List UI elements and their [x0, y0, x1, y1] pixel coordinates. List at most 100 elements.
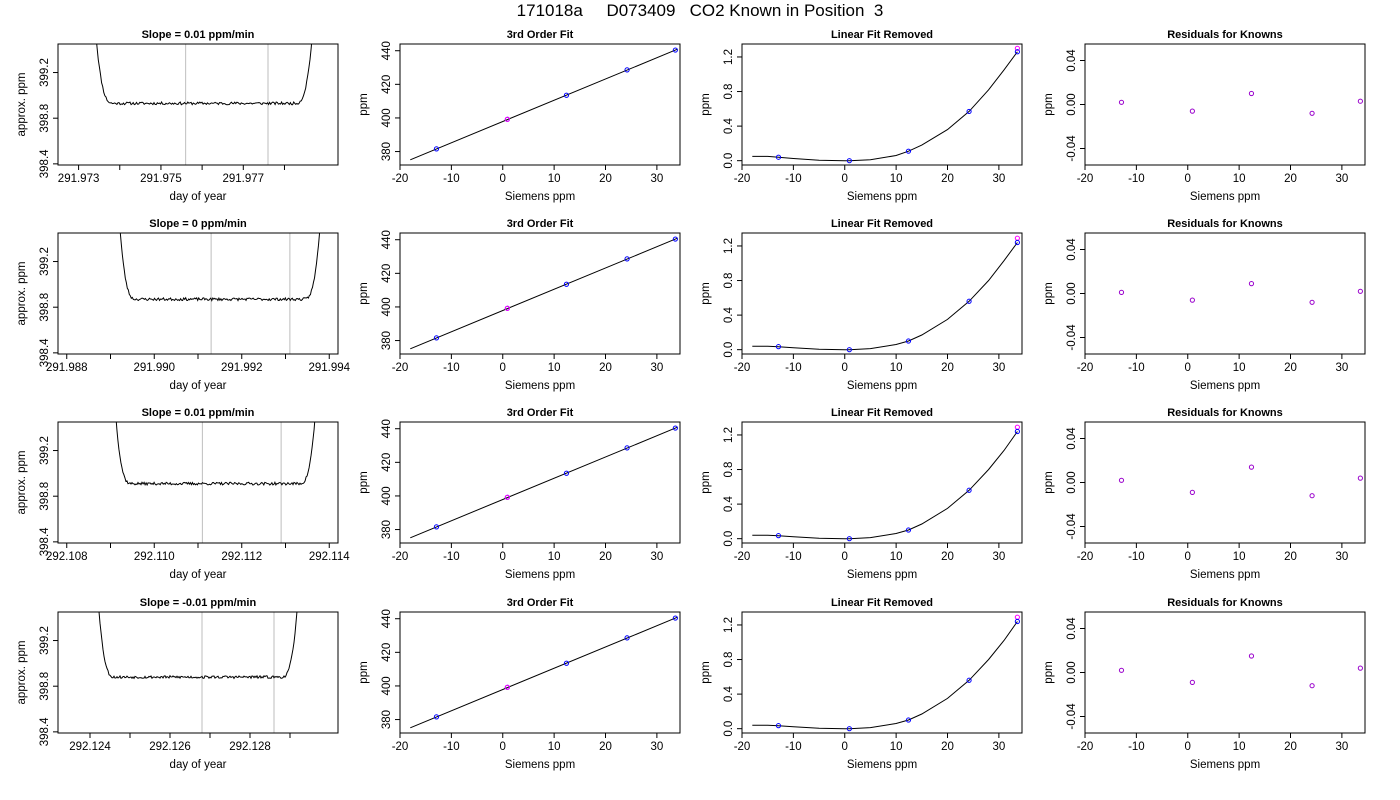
panel-title: Residuals for Knowns — [1167, 29, 1283, 41]
y-axis-label: approx. ppm — [16, 73, 28, 137]
y-tick-label: 0.4 — [723, 118, 735, 135]
x-tick-label: 10 — [890, 741, 903, 753]
x-tick-label: -10 — [785, 551, 802, 563]
data-point — [905, 148, 912, 154]
x-axis-label: Siemens ppm — [505, 759, 575, 771]
y-tick-label: 420 — [381, 643, 393, 662]
plot-frame — [399, 611, 681, 734]
data-point — [563, 660, 570, 666]
y-axis-label: approx. ppm — [16, 451, 28, 515]
x-tick-label: -10 — [443, 173, 460, 185]
panel-r1-c2: 3rd Order Fit -20 -10 0 10 20 30 Siemens ppm 380… — [358, 29, 681, 203]
x-tick-label: -20 — [1077, 362, 1094, 374]
y-tick-label: 0.8 — [723, 84, 735, 100]
plot-frame — [741, 611, 1023, 734]
x-tick-label: 292.114 — [309, 551, 350, 563]
x-tick-label: 292.112 — [221, 551, 262, 563]
y-tick-label: 398.8 — [39, 672, 51, 701]
x-tick-label: 291.973 — [58, 173, 100, 185]
x-tick-label: 0 — [1185, 741, 1191, 753]
plot-frame — [57, 232, 339, 355]
panel-r4-c4: Residuals for Knowns -20 -10 0 10 20 30 Siemens… — [1043, 597, 1366, 771]
y-tick-label: 1.2 — [723, 427, 735, 443]
data-point — [846, 726, 852, 732]
residual-point — [1357, 288, 1363, 294]
plot-frame — [741, 421, 1023, 544]
y-tick-label: 440 — [381, 41, 393, 60]
residual-point — [1309, 493, 1315, 499]
x-tick-label: 292.124 — [69, 741, 111, 753]
x-tick-label: 0 — [842, 551, 848, 563]
residual-point — [1248, 653, 1255, 659]
y-axis-label: ppm — [358, 93, 370, 115]
x-tick-label: 30 — [1335, 362, 1348, 374]
x-tick-label: 291.977 — [223, 173, 265, 185]
data-point — [672, 236, 678, 242]
x-tick-label: 20 — [599, 362, 612, 374]
y-tick-label: 0.00 — [1066, 93, 1078, 115]
y-tick-label: -0.04 — [1066, 703, 1078, 730]
residual-point — [1189, 489, 1195, 495]
plot-frame — [399, 43, 681, 166]
data-point — [563, 470, 570, 476]
panel-title: Slope = -0.01 ppm/min — [140, 597, 257, 609]
data-point — [563, 92, 570, 98]
panel-title: Linear Fit Removed — [831, 597, 933, 609]
panel-title: Linear Fit Removed — [831, 407, 933, 419]
data-point — [1014, 49, 1020, 55]
residual-point — [1189, 297, 1195, 303]
concentration-trace — [119, 233, 321, 302]
panel-r3-c4: Residuals for Knowns -20 -10 0 10 20 30 Siemens… — [1043, 407, 1366, 581]
y-tick-label: 399.2 — [39, 436, 51, 465]
residual-point — [1189, 679, 1195, 686]
data-point-overlay — [504, 116, 510, 122]
data-point — [846, 158, 852, 164]
y-tick-label: 400 — [381, 486, 393, 505]
x-axis-label: Siemens ppm — [1190, 191, 1260, 203]
x-axis-label: day of year — [170, 380, 227, 392]
residual-point — [1118, 99, 1125, 105]
x-tick-label: 10 — [1233, 173, 1246, 185]
x-tick-label: 291.992 — [221, 362, 263, 374]
x-tick-label: 0 — [1185, 362, 1191, 374]
panel-title: Linear Fit Removed — [831, 29, 933, 41]
panel-r2-c1: Slope = 0 ppm/min 291.988 291.990 291.992 29… — [16, 218, 351, 392]
x-tick-label: -20 — [734, 741, 751, 753]
y-axis-label: ppm — [700, 282, 712, 304]
residual-point — [1357, 665, 1363, 671]
data-point — [905, 717, 912, 723]
y-tick-label: 440 — [381, 419, 393, 438]
x-tick-label: 20 — [941, 741, 954, 753]
x-tick-label: 30 — [992, 362, 1005, 374]
panel-r4-c2: 3rd Order Fit -20 -10 0 10 20 30 Siemens ppm 380… — [358, 597, 681, 771]
y-tick-label: 400 — [381, 297, 393, 316]
residual-point — [1309, 110, 1315, 116]
x-tick-label: 30 — [992, 173, 1005, 185]
x-tick-label: -10 — [785, 173, 802, 185]
data-point — [672, 615, 678, 621]
fit-line — [410, 426, 678, 539]
y-tick-label: 398.4 — [39, 717, 51, 746]
data-point-alt — [1014, 614, 1020, 620]
x-tick-label: 20 — [599, 551, 612, 563]
y-tick-label: 0.04 — [1066, 427, 1078, 450]
data-point — [775, 344, 782, 350]
x-tick-label: 30 — [650, 741, 663, 753]
data-point — [433, 714, 440, 720]
x-tick-label: -10 — [443, 741, 460, 753]
y-tick-label: 380 — [381, 520, 393, 539]
y-axis-label: ppm — [1043, 282, 1055, 304]
y-tick-label: 380 — [381, 142, 393, 161]
x-tick-label: -20 — [734, 173, 751, 185]
y-axis-label: ppm — [1043, 471, 1055, 493]
x-axis-label: day of year — [170, 759, 227, 771]
y-tick-label: 380 — [381, 710, 393, 729]
data-point — [966, 677, 972, 683]
panel-r3-c2: 3rd Order Fit -20 -10 0 10 20 30 Siemens ppm 380… — [358, 407, 681, 581]
x-axis-label: Siemens ppm — [1190, 759, 1260, 771]
panel-r1-c4: Residuals for Knowns -20 -10 0 10 20 30 Siemens… — [1043, 29, 1366, 203]
data-point-overlay — [504, 305, 510, 311]
y-tick-label: 398.8 — [39, 482, 51, 511]
x-axis-label: Siemens ppm — [847, 191, 917, 203]
x-tick-label: 10 — [548, 551, 561, 563]
